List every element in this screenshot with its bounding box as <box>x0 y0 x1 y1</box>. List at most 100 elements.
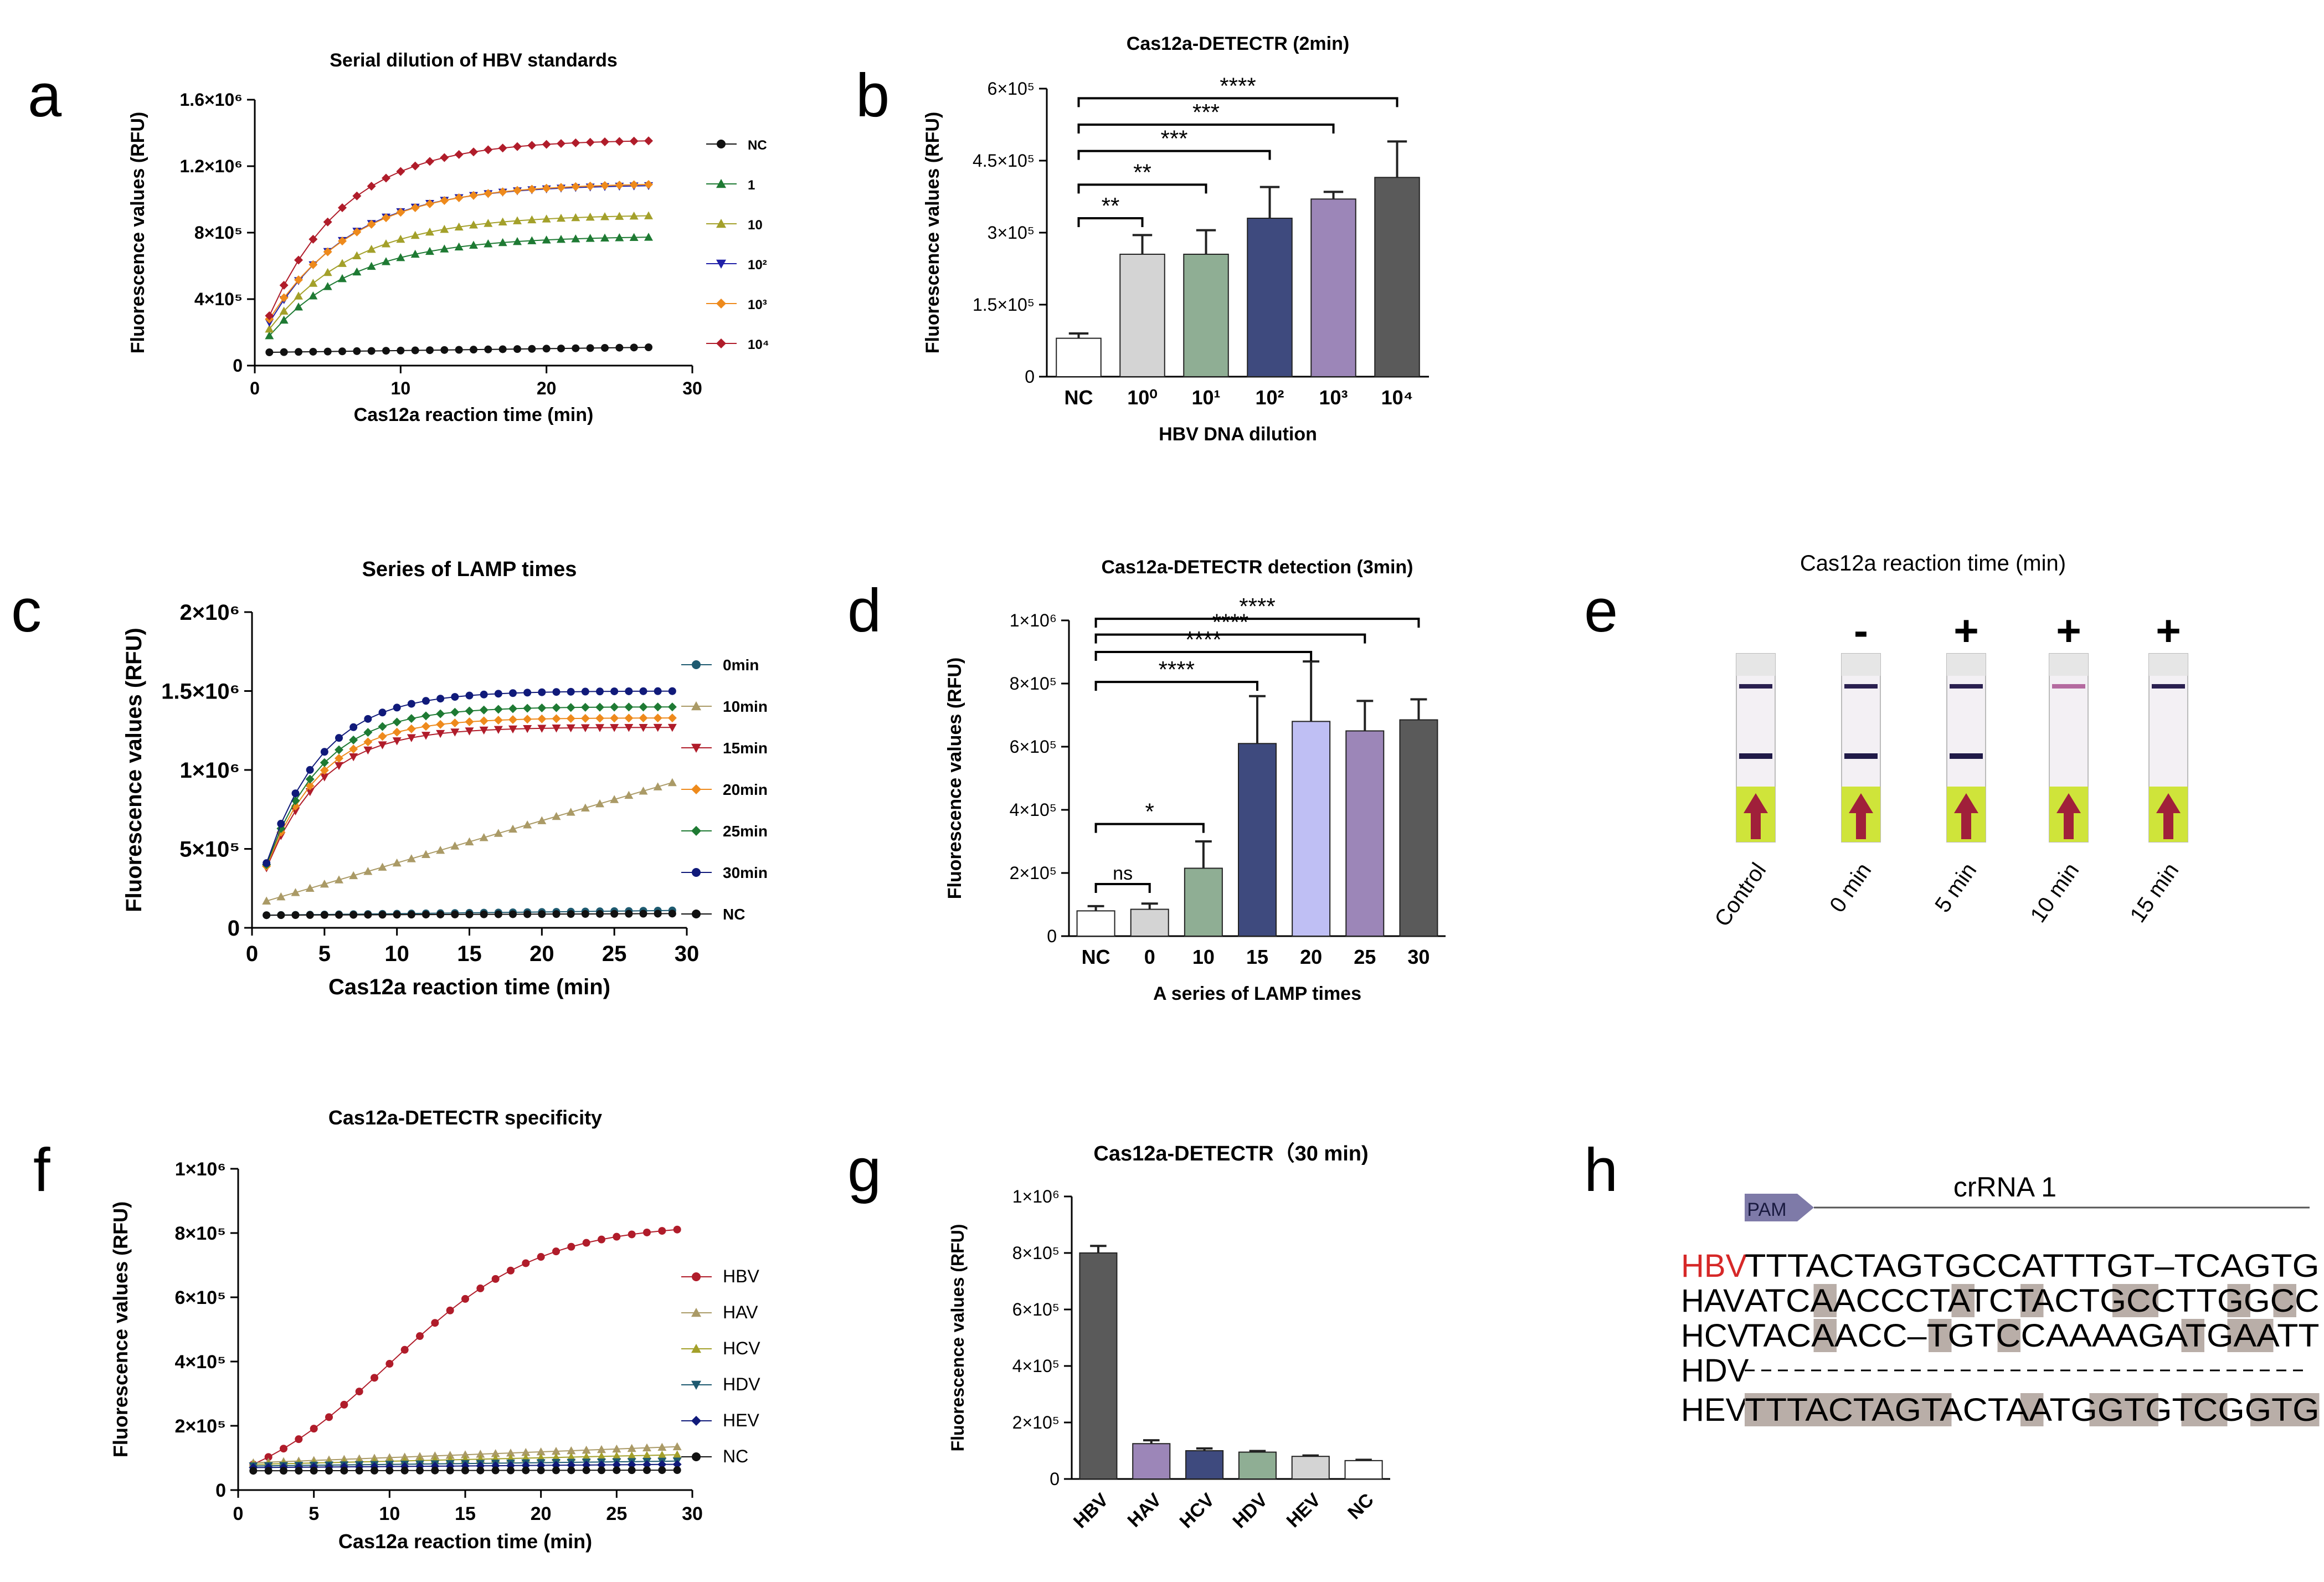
data-point <box>552 1446 561 1455</box>
data-point <box>673 1225 681 1234</box>
data-point <box>673 1466 681 1475</box>
data-point <box>667 723 677 732</box>
arrow-icon <box>2156 793 2181 839</box>
data-point <box>600 212 609 220</box>
mismatch-shade <box>2181 1319 2204 1352</box>
data-point <box>430 1451 440 1460</box>
data-point <box>450 718 460 728</box>
data-point <box>263 911 271 920</box>
data-point <box>595 713 604 723</box>
legend-label: HBV <box>723 1266 759 1286</box>
data-point <box>465 691 474 700</box>
data-point <box>349 735 358 744</box>
sequence-HCV: TACAACC–TGTCCAAAAGATGAATT <box>1745 1318 2320 1354</box>
data-point <box>431 1319 439 1327</box>
data-point <box>542 235 551 244</box>
mismatch-shade <box>2250 1319 2274 1352</box>
result-sign: + <box>2156 606 2181 655</box>
significance-label: * <box>1145 799 1154 825</box>
x-tick-label: 20 <box>531 1503 552 1524</box>
legend-label: 15min <box>723 739 768 757</box>
x-axis-label: A series of LAMP times <box>1153 983 1361 1004</box>
arrow-icon <box>2056 793 2081 839</box>
data-point <box>522 1259 530 1267</box>
data-point <box>320 748 328 756</box>
legend-marker <box>691 1416 701 1426</box>
y-tick-label: 6×10⁵ <box>1010 737 1057 757</box>
data-point <box>612 1460 621 1470</box>
arrow-icon <box>1954 793 1978 839</box>
data-point <box>667 702 677 712</box>
data-point <box>668 910 676 918</box>
data-point <box>364 715 372 723</box>
data-point <box>349 871 358 880</box>
data-point <box>493 716 503 725</box>
data-point <box>658 1466 666 1475</box>
data-point <box>393 703 401 712</box>
data-point <box>615 212 624 220</box>
bar-HAV <box>1132 1443 1171 1480</box>
bar-10^0 <box>1119 254 1165 377</box>
data-point <box>523 703 532 713</box>
data-point <box>340 1466 348 1475</box>
x-tick-label: 30 <box>682 378 702 398</box>
data-point <box>581 910 589 918</box>
sequence-HBV: TTTACTAGTGCCATTTGT–TCAGTG <box>1745 1248 2320 1284</box>
result-sign: - <box>1854 606 1868 655</box>
y-axis-label: Fluorescence values (RFU) <box>922 112 943 353</box>
legend-marker <box>691 701 701 711</box>
result-sign: + <box>1953 606 1979 655</box>
data-point <box>461 1466 469 1475</box>
data-point <box>335 753 343 763</box>
bar-10^4 <box>1374 177 1420 377</box>
y-tick-label: 1.6×10⁶ <box>180 90 243 110</box>
bar-10^1 <box>1183 254 1229 377</box>
mismatch-shade <box>1929 1319 1952 1352</box>
data-point <box>613 1232 621 1241</box>
y-axis-label: Fluorescence values (RFU) <box>948 1224 968 1452</box>
data-point <box>378 741 387 749</box>
mismatch-shade <box>1951 1284 1975 1317</box>
data-point <box>470 346 477 354</box>
data-point <box>279 306 289 315</box>
data-point <box>612 1451 621 1460</box>
data-point <box>407 854 416 862</box>
data-point <box>465 910 474 918</box>
data-point <box>349 744 358 754</box>
data-point <box>378 911 387 919</box>
data-point <box>335 734 343 742</box>
data-point <box>613 1466 621 1475</box>
data-point <box>479 716 489 726</box>
data-point <box>445 1451 455 1459</box>
data-point <box>461 1295 469 1303</box>
data-point <box>491 1275 500 1283</box>
data-point <box>425 157 434 166</box>
data-point <box>476 1284 485 1292</box>
mismatch-shade <box>1883 1393 1906 1426</box>
data-point <box>291 911 300 919</box>
data-point <box>446 1466 454 1475</box>
data-point <box>426 346 434 355</box>
y-tick-label: 1.5×10⁶ <box>161 680 240 704</box>
x-tick-label: 5 <box>318 942 331 966</box>
data-point <box>378 732 387 741</box>
data-point <box>352 251 362 260</box>
data-point <box>353 347 361 355</box>
data-point <box>571 234 580 243</box>
data-point <box>580 803 590 812</box>
category-label: 10² <box>1255 386 1284 409</box>
category-label: NC <box>1344 1489 1378 1524</box>
bar-10^2 <box>1247 218 1293 377</box>
data-point <box>276 892 286 901</box>
y-tick-label: 0 <box>233 356 243 376</box>
data-point <box>450 841 460 850</box>
data-point <box>493 829 503 837</box>
data-point <box>469 147 478 157</box>
chart-title: Cas12a-DETECTR (2min) <box>1127 33 1349 54</box>
data-point <box>422 697 430 705</box>
data-point <box>645 343 652 351</box>
strip-cap <box>1842 654 1880 676</box>
data-point <box>628 1466 636 1475</box>
legend-label: 10² <box>748 258 767 273</box>
data-point <box>310 1467 318 1475</box>
